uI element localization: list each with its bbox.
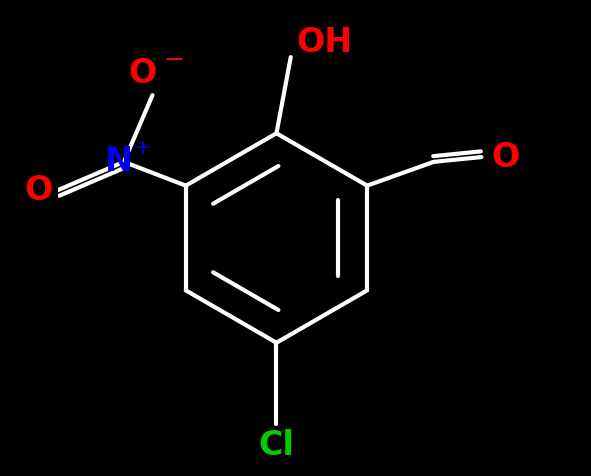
Text: OH: OH (296, 26, 352, 60)
Text: O: O (491, 140, 519, 174)
Text: O: O (129, 57, 157, 90)
Text: +: + (134, 138, 152, 158)
Text: Cl: Cl (258, 428, 294, 462)
Text: −: − (163, 48, 184, 71)
Text: O: O (24, 174, 53, 207)
Text: N: N (105, 145, 133, 178)
